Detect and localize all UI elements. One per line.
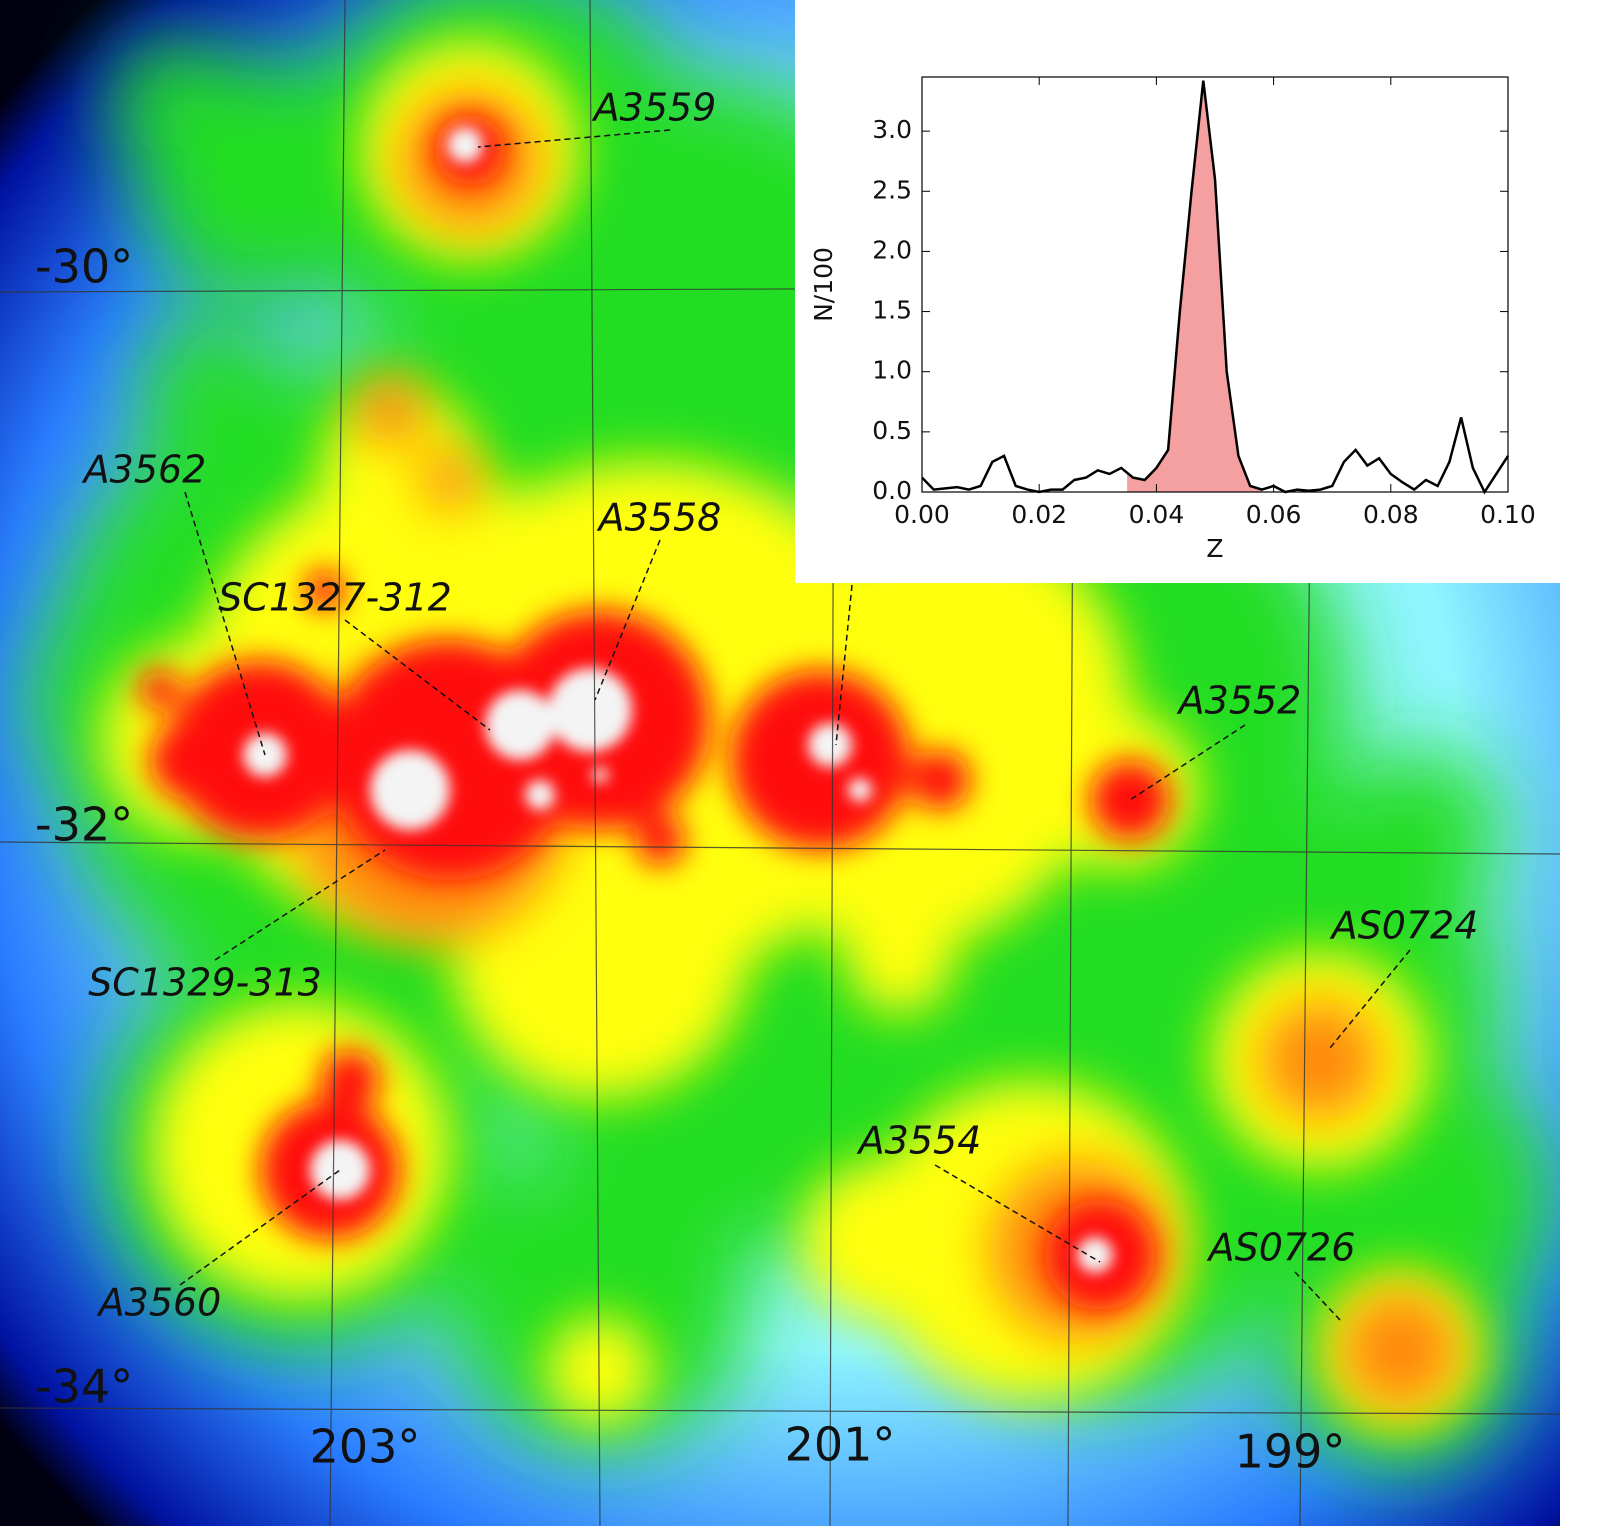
cluster-label: SC1327-312	[218, 576, 452, 620]
dec-label: -30°	[35, 240, 133, 294]
density-blob	[548, 668, 632, 752]
y-tick-label: 1.5	[872, 296, 912, 325]
x-tick-label: 0.04	[1129, 500, 1185, 529]
figure: A3559 A3562 A3558 SC1327-312 A3552 SC1329-313…	[0, 0, 1621, 1526]
y-tick-label: 0.0	[872, 476, 912, 505]
density-blob	[485, 690, 555, 760]
y-tick-label: 2.0	[872, 235, 912, 264]
density-blob	[800, 1160, 960, 1320]
y-axis-label: N/100	[809, 247, 838, 322]
density-blob	[140, 670, 180, 710]
density-blob	[320, 1050, 380, 1110]
y-tick-label: 0.5	[872, 416, 912, 445]
density-blob	[1340, 1290, 1460, 1410]
x-tick-label: 0.10	[1480, 500, 1536, 529]
y-tick-label: 3.0	[872, 115, 912, 144]
density-blob	[1077, 1237, 1113, 1273]
density-blob	[848, 778, 872, 802]
density-blob	[910, 750, 970, 810]
y-tick-label: 2.5	[872, 175, 912, 204]
cluster-label: A3560	[96, 1281, 222, 1325]
dec-label: -34°	[35, 1360, 133, 1414]
cluster-label: A3562	[81, 448, 207, 492]
x-tick-label: 0.08	[1363, 500, 1419, 529]
density-blob	[845, 905, 955, 1015]
page: {"map": {"dec_labels": ["-30°", "-32°", …	[0, 0, 1621, 1526]
x-tick-label: 0.06	[1246, 500, 1302, 529]
cluster-label: AS0724	[1329, 904, 1479, 948]
cluster-label: AS0726	[1206, 1226, 1356, 1270]
density-blob	[447, 127, 483, 163]
density-blob	[525, 780, 555, 810]
density-blob	[1260, 1000, 1380, 1120]
y-tick-label: 1.0	[872, 356, 912, 385]
cluster-label: A3554	[856, 1119, 982, 1163]
ra-label: 199°	[1235, 1425, 1346, 1479]
x-axis-label: Z	[1206, 534, 1223, 563]
ra-label: 203°	[310, 1420, 421, 1474]
dec-label: -32°	[35, 798, 133, 852]
density-blob	[420, 450, 480, 510]
ra-label: 201°	[785, 1418, 896, 1472]
density-blob	[635, 815, 685, 865]
density-blob	[1340, 750, 1500, 910]
density-blob	[545, 1315, 655, 1425]
cluster-label: A3552	[1176, 679, 1302, 723]
cluster-label: SC1329-313	[88, 961, 322, 1005]
cluster-label: A3558	[596, 496, 722, 540]
density-blob	[592, 767, 608, 783]
density-blob	[355, 375, 425, 445]
cluster-label: A3559	[591, 86, 717, 130]
density-blob	[150, 720, 230, 800]
density-blob	[370, 750, 450, 830]
density-blob	[808, 723, 852, 767]
x-tick-label: 0.02	[1011, 500, 1067, 529]
